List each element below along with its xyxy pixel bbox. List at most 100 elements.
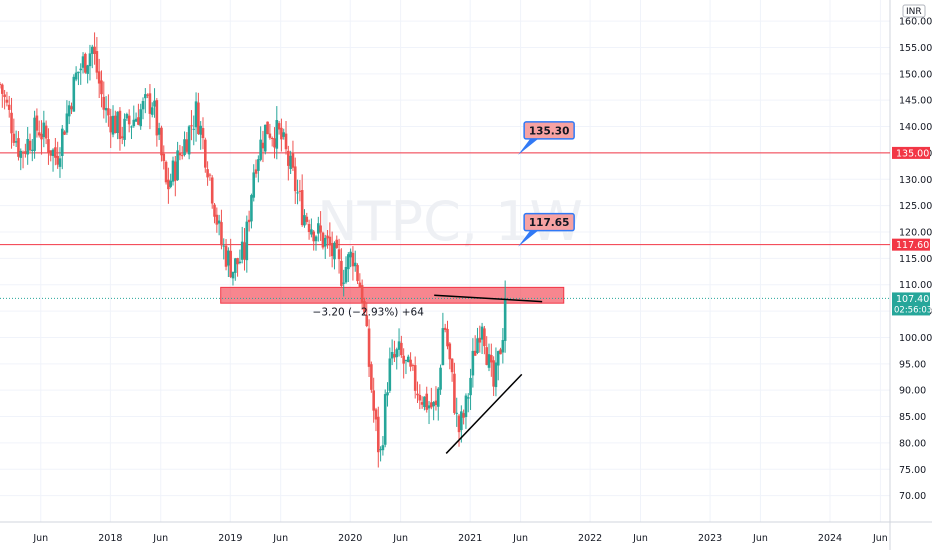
price-axis-tick: 140.00 — [899, 122, 932, 133]
time-axis-tick: 2021 — [458, 533, 482, 544]
candle-body — [393, 354, 396, 358]
candle-body — [376, 416, 380, 453]
candle-body — [483, 328, 486, 347]
callout-box[interactable] — [523, 121, 575, 140]
trendline[interactable] — [434, 294, 543, 303]
measurement-label: −3.20 (−2.93%) +64 — [313, 306, 425, 318]
price-axis-tick: 145.00 — [899, 96, 932, 107]
candle-body — [305, 216, 309, 222]
candle-body — [303, 215, 306, 226]
callout-pointer — [518, 138, 539, 155]
time-axis-tick: Jun — [272, 533, 288, 544]
candle-body — [109, 116, 113, 133]
level-price-badge — [892, 146, 930, 159]
candle-body — [455, 412, 459, 414]
candle-body — [130, 126, 133, 128]
price-axis-tick: 110.00 — [899, 280, 932, 291]
candle-body — [464, 395, 468, 418]
candle-body — [21, 151, 25, 154]
candle-body — [370, 364, 373, 390]
candle-body — [487, 354, 491, 368]
candle-body — [496, 351, 500, 366]
price-axis-tick: 125.00 — [899, 201, 932, 212]
candle-body — [116, 111, 119, 133]
candle-body — [49, 150, 53, 156]
candle-body — [390, 352, 394, 359]
candle-body — [275, 120, 279, 149]
candle-body — [501, 339, 505, 353]
candle-body — [291, 152, 295, 168]
time-axis-tick: Jun — [872, 533, 888, 544]
candle-body — [441, 328, 445, 366]
candle-body — [95, 51, 99, 73]
time-axis-tick: 2019 — [218, 533, 242, 544]
candle-body — [492, 360, 495, 387]
candle-body — [144, 94, 147, 99]
candle-body — [330, 243, 334, 257]
trendline[interactable] — [445, 373, 523, 454]
candle-body — [180, 155, 184, 157]
candle-body — [351, 252, 355, 267]
time-axis-tick: Jun — [392, 533, 408, 544]
price-axis-tick: 85.00 — [899, 412, 926, 423]
candle-body — [162, 153, 166, 162]
candle-body — [238, 261, 242, 263]
candle-body — [333, 242, 336, 260]
candle-body — [243, 242, 246, 260]
candle-body — [250, 195, 253, 222]
price-axis-tick: 100.00 — [899, 333, 932, 344]
candle-body — [137, 117, 140, 125]
candle-body — [478, 337, 482, 343]
candle-body — [24, 151, 27, 154]
candle-body — [63, 131, 66, 135]
candle-body — [469, 377, 472, 396]
candle-body — [150, 107, 154, 115]
candle-body — [335, 239, 339, 248]
callout-box[interactable] — [523, 212, 575, 232]
candle-body — [132, 119, 136, 127]
candle-body — [233, 258, 237, 273]
candle-body — [51, 149, 55, 157]
candle-body — [111, 115, 115, 135]
candle-body — [54, 147, 57, 158]
candle-body — [210, 177, 214, 204]
currency-badge[interactable] — [902, 4, 926, 18]
candle-body — [65, 113, 69, 133]
candle-body — [176, 150, 179, 181]
candle-body — [300, 190, 304, 226]
level-price-badge — [892, 238, 930, 251]
candle-body — [494, 362, 498, 388]
candle-body — [81, 56, 85, 68]
candle-body — [296, 192, 299, 194]
price-axis-tick: 90.00 — [899, 386, 926, 397]
candle-body — [37, 132, 41, 136]
candle-body — [206, 169, 209, 178]
price-axis-tick: 70.00 — [899, 491, 926, 502]
candle-body — [402, 355, 405, 364]
currency-label: INR — [906, 7, 922, 17]
candle-body — [254, 169, 258, 174]
candle-body — [183, 139, 186, 156]
candle-body — [185, 139, 189, 152]
candle-body — [257, 159, 260, 171]
candle-body — [77, 71, 80, 74]
candle-body — [167, 179, 170, 190]
candle-body — [100, 80, 103, 95]
candle-body — [56, 155, 59, 165]
callout-label: 117.65 — [529, 217, 570, 229]
candle-body — [199, 125, 202, 135]
candle-body — [443, 327, 447, 330]
candle-body — [356, 265, 359, 282]
candle-body — [261, 142, 265, 149]
time-axis-tick: 2022 — [578, 533, 602, 544]
candle-body — [406, 356, 410, 363]
time-axis-tick: 2018 — [98, 533, 122, 544]
candle-body — [14, 141, 18, 143]
candle-body — [418, 394, 422, 401]
support-zone-rectangle[interactable] — [220, 286, 565, 304]
candle-body — [72, 76, 76, 112]
candle-body — [372, 390, 375, 411]
candle-body — [187, 126, 191, 155]
